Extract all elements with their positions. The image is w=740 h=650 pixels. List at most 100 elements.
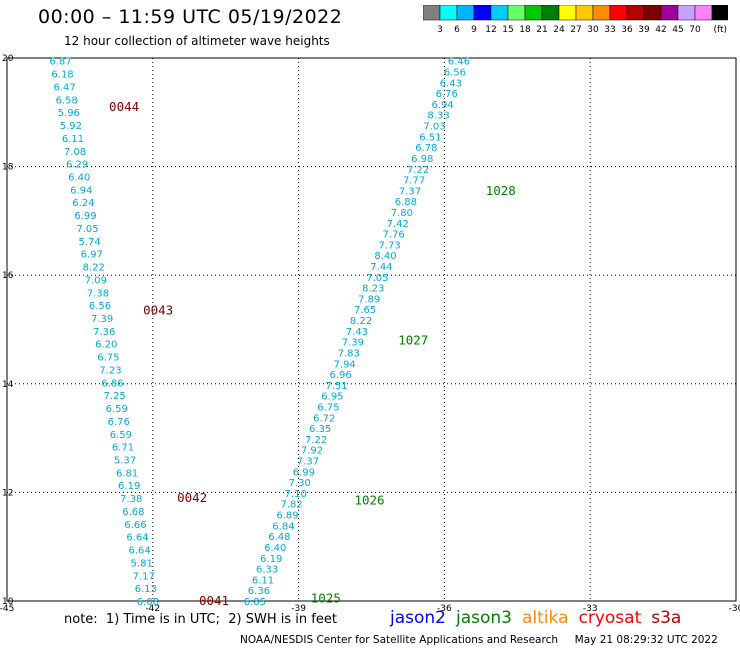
wave-height-label: 6.35 <box>309 424 331 435</box>
wave-height-label: 8.40 <box>374 251 396 262</box>
pass-label: 0042 <box>177 490 207 505</box>
scale-label: 33 <box>604 25 615 35</box>
wave-height-label: 7.03 <box>423 122 445 133</box>
wave-height-label: 8.22 <box>83 263 105 274</box>
wave-height-label: 7.38 <box>87 288 109 299</box>
scale-swatch <box>711 5 728 21</box>
wave-height-label: 6.43 <box>440 78 462 89</box>
y-tick-label: 20 <box>2 54 14 64</box>
wave-height-label: 6.85 <box>244 597 266 608</box>
wave-height-label: 6.11 <box>252 575 274 586</box>
x-tick-label: -30 <box>729 604 740 614</box>
wave-height-label: 7.39 <box>342 338 364 349</box>
pass-label: 1025 <box>311 590 341 605</box>
wave-height-label: 6.86 <box>101 378 123 389</box>
mission-jason3: jason3 <box>456 608 512 628</box>
mission-s3a: s3a <box>651 608 682 628</box>
wave-height-label: 7.65 <box>354 305 376 316</box>
footnote: note: 1) Time is in UTC; 2) SWH is in fe… <box>64 612 337 627</box>
wave-height-label: 6.76 <box>108 417 130 428</box>
pass-label: 0043 <box>143 302 173 317</box>
wave-height-label: 8.23 <box>362 284 384 295</box>
page-subtitle: 12 hour collection of altimeter wave hei… <box>64 34 330 48</box>
wave-height-label: 6.40 <box>264 543 286 554</box>
wave-height-label: 6.48 <box>268 532 290 543</box>
wave-height-label: 8.22 <box>350 316 372 327</box>
wave-height-label: 7.82 <box>280 500 302 511</box>
wave-height-label: 7.92 <box>301 446 323 457</box>
wave-height-label: 7.22 <box>305 435 327 446</box>
wave-height-label: 6.96 <box>329 370 351 381</box>
wave-height-label: 6.68 <box>122 507 144 518</box>
wave-height-label: 5.92 <box>60 121 82 132</box>
wave-height-label: 7.09 <box>85 275 107 286</box>
scale-label: 39 <box>638 25 650 35</box>
wave-height-label: 7.23 <box>99 365 121 376</box>
scale-label: 9 <box>471 25 477 35</box>
wave-height-label: 7.39 <box>91 314 113 325</box>
wave-height-label: 6.47 <box>53 82 75 93</box>
scale-label: 36 <box>621 25 633 35</box>
y-tick-label: 12 <box>2 488 13 498</box>
x-tick-label: -42 <box>145 604 160 614</box>
wave-height-label: 7.10 <box>285 489 307 500</box>
mission-altika: altika <box>522 608 569 628</box>
wave-height-label: 7.83 <box>338 348 360 359</box>
wave-height-label: 6.76 <box>436 89 458 100</box>
wave-height-label: 7.22 <box>407 165 429 176</box>
wave-height-label: 6.75 <box>317 402 339 413</box>
page-title: 00:00 – 11:59 UTC 05/19/2022 <box>38 6 343 28</box>
wave-height-label: 6.94 <box>70 185 92 196</box>
scale-label: 21 <box>536 25 547 35</box>
wave-height-label: 7.36 <box>93 327 115 338</box>
y-tick-label: 16 <box>2 271 14 281</box>
wave-height-label: 6.72 <box>313 413 335 424</box>
scale-label: 45 <box>672 25 683 35</box>
wave-height-label: 6.71 <box>112 443 134 454</box>
wave-height-label: 6.19 <box>118 481 140 492</box>
pass-label: 1027 <box>398 332 428 347</box>
scale-label: 3 <box>437 25 443 35</box>
wave-height-label: 6.24 <box>72 198 94 209</box>
wave-height-label: 7.43 <box>346 327 368 338</box>
wave-height-label: 7.51 <box>325 381 347 392</box>
credit-line: NOAA/NESDIS Center for Satellite Applica… <box>240 634 718 646</box>
wave-height-label: 6.56 <box>444 68 466 79</box>
pass-label: 1028 <box>486 183 516 198</box>
wave-height-label: 6.59 <box>106 404 128 415</box>
wave-height-label: 6.46 <box>448 57 470 68</box>
wave-height-label: 7.89 <box>358 294 380 305</box>
wave-height-label: 6.56 <box>89 301 111 312</box>
wave-height-label: 6.84 <box>272 521 294 532</box>
scale-label: 27 <box>570 25 581 35</box>
wave-height-label: 6.11 <box>62 134 84 145</box>
wave-height-label: 7.94 <box>334 359 356 370</box>
scale-label: 15 <box>502 25 513 35</box>
color-scale-legend: 3 6 9 12 15 18 21 24 27 30 33 36 39 42 45 70 (ft) <box>423 5 728 35</box>
x-tick-label: -33 <box>583 604 598 614</box>
wave-height-label: 7.37 <box>297 457 319 468</box>
wave-height-label: 6.64 <box>128 546 150 557</box>
wave-height-label: 6.19 <box>260 554 282 565</box>
scale-unit: (ft) <box>713 25 727 35</box>
wave-height-label: 6.51 <box>419 132 441 143</box>
wave-height-label: 7.73 <box>378 240 400 251</box>
wave-height-label: 7.25 <box>103 391 125 402</box>
wave-height-label: 6.33 <box>256 565 278 576</box>
wave-height-label: 7.38 <box>120 494 142 505</box>
wave-height-label: 5.37 <box>114 455 136 466</box>
wave-height-label: 6.29 <box>66 160 88 171</box>
pass-label: 0044 <box>109 99 139 114</box>
y-tick-label: 14 <box>2 380 14 390</box>
wave-height-label: 6.99 <box>293 467 315 478</box>
wave-height-label: 6.66 <box>124 520 146 531</box>
wave-height-label: 6.08 <box>137 597 159 608</box>
wave-height-label: 6.40 <box>68 172 90 183</box>
wave-height-label: 6.99 <box>74 211 96 222</box>
pass-label: 0041 <box>199 593 229 608</box>
wave-height-label: 7.30 <box>289 478 311 489</box>
x-tick-label: -39 <box>291 604 306 614</box>
wave-height-label: 7.42 <box>387 219 409 230</box>
y-tick-label: 10 <box>2 597 14 607</box>
wave-height-label: 6.13 <box>135 584 157 595</box>
